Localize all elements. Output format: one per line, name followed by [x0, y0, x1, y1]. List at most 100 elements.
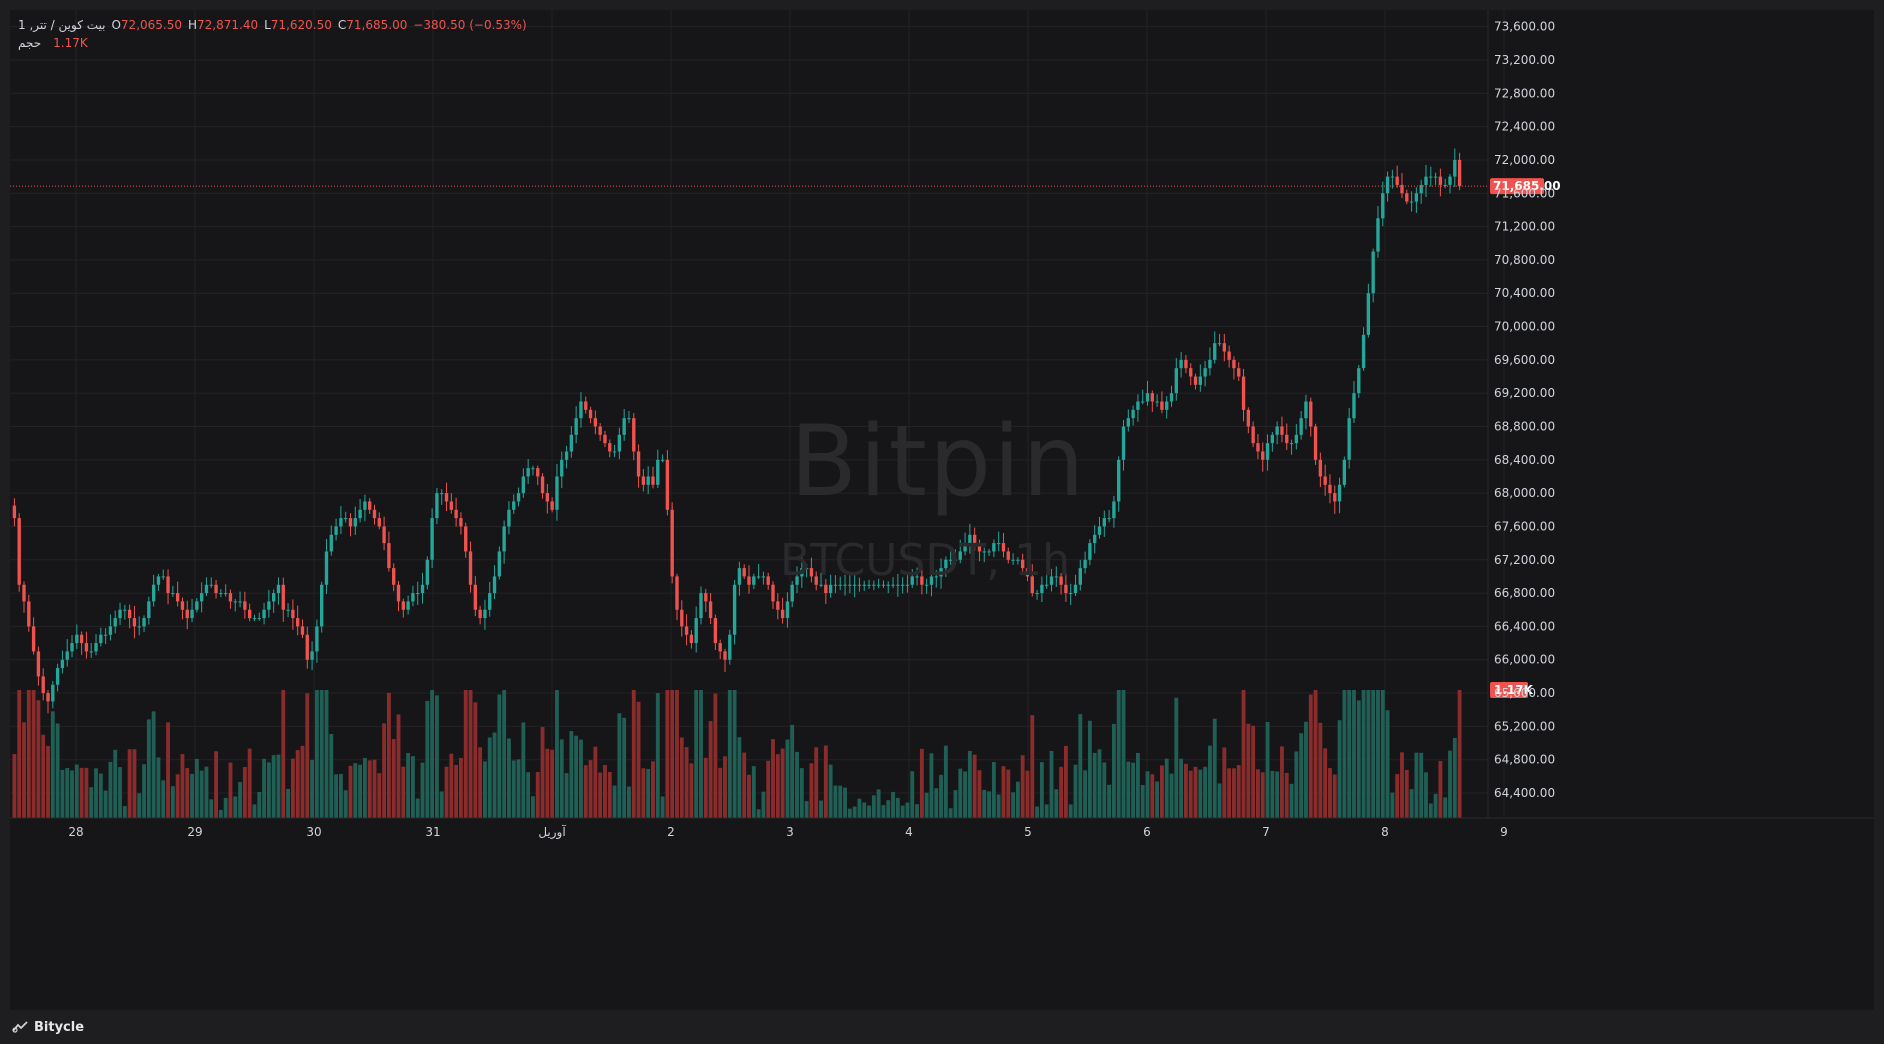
volume-bar — [646, 768, 651, 818]
volume-bar — [142, 764, 146, 818]
close-value: C71,685.00 — [337, 18, 408, 32]
candle-down — [1001, 543, 1006, 552]
candle-up — [900, 584, 905, 586]
footer-brand[interactable]: Bitycle — [12, 1020, 84, 1035]
candle-up — [612, 451, 617, 453]
candle-up — [1429, 176, 1433, 178]
chart-panel[interactable]: 71,685.00 1.17K 64,400.00 64,800.00 65,200.… — [10, 10, 1874, 1010]
volume-bar — [204, 766, 209, 818]
candle-down — [977, 543, 982, 552]
candle-down — [46, 693, 50, 702]
volume-bar — [843, 787, 847, 818]
volume-bar — [612, 785, 617, 818]
candle-up — [1035, 593, 1039, 595]
volume-value: 1.17K — [53, 36, 88, 50]
time-axis[interactable]: 28 29 30 31 آوریل 2 3 4 5 6 7 8 9 — [10, 817, 1874, 840]
volume-bar — [65, 768, 70, 818]
volume-bar — [919, 748, 924, 818]
volume-bar — [1452, 737, 1457, 818]
volume-bar — [1347, 690, 1352, 818]
candle-up — [891, 584, 895, 586]
candle-down — [632, 418, 636, 452]
volume-bar — [406, 753, 411, 818]
volume-bar — [1299, 733, 1304, 818]
candle-up — [838, 584, 842, 586]
volume-bar — [1102, 762, 1107, 818]
volume-bar — [266, 762, 271, 818]
candle-up — [1165, 401, 1169, 410]
candle-down — [175, 593, 180, 602]
candle-down — [718, 643, 722, 652]
volume-bar — [689, 763, 694, 818]
volume-bar — [967, 750, 972, 818]
volume-bar — [886, 800, 891, 818]
candle-up — [569, 434, 574, 452]
candle-up — [1213, 343, 1217, 360]
candle-up — [1112, 501, 1116, 519]
candle-up — [1448, 176, 1452, 185]
candle-up — [915, 576, 919, 578]
candle-up — [344, 518, 348, 520]
candle-down — [1237, 368, 1241, 377]
candle-up — [310, 651, 314, 660]
volume-bar — [1260, 772, 1265, 818]
volume-bar — [1318, 722, 1323, 818]
candle-up — [435, 493, 439, 519]
volume-bar — [487, 737, 492, 818]
candle-up — [828, 584, 833, 594]
volume-bar — [819, 800, 823, 818]
volume-bar — [1025, 770, 1030, 818]
candle-up — [862, 584, 866, 586]
price-axis[interactable]: 64,400.00 64,800.00 65,200.00 65,600.00 66,0… — [1487, 10, 1555, 818]
volume-bar — [579, 739, 583, 818]
volume-bar — [1150, 774, 1155, 818]
candle-up — [1414, 193, 1419, 202]
candle-up — [1083, 559, 1087, 569]
price-tick-label: 73,600.00 — [1494, 20, 1555, 34]
candle-down — [1313, 426, 1318, 460]
candle-up — [1174, 368, 1179, 394]
volume-bar — [439, 791, 444, 818]
volume-bar — [1304, 721, 1308, 818]
candle-down — [920, 576, 924, 585]
candle-down — [1395, 176, 1399, 185]
volume-bar — [401, 766, 406, 818]
candle-down — [228, 593, 233, 602]
candle-up — [329, 534, 333, 552]
volume-bar — [98, 773, 103, 818]
volume-bar — [790, 724, 795, 818]
time-tick-label: 30 — [306, 825, 321, 839]
candle-up — [948, 559, 953, 561]
volume-bar — [761, 791, 766, 818]
candle-up — [75, 634, 79, 644]
volume-bar — [809, 763, 814, 818]
symbol-label[interactable]: بیت کوین / تتر, 1 — [18, 18, 106, 32]
volume-bar — [905, 802, 910, 818]
candle-up — [1093, 534, 1097, 544]
candle-up — [924, 584, 929, 586]
candle-up — [497, 551, 502, 577]
candle-up — [94, 643, 98, 652]
candle-up — [238, 601, 242, 603]
candle-down — [1160, 401, 1164, 410]
volume-bar — [838, 785, 843, 818]
volume-bar — [1111, 723, 1116, 818]
volume-bar — [1155, 781, 1160, 818]
volume-bar — [545, 748, 550, 818]
volume-bar — [161, 780, 166, 818]
footer-brand-label: Bitycle — [34, 1019, 85, 1035]
candle-down — [84, 643, 89, 652]
candle-up — [1361, 334, 1366, 369]
volume-bar — [271, 755, 276, 818]
candle-up — [958, 551, 962, 560]
candle-up — [334, 526, 338, 535]
candle-up — [420, 584, 425, 594]
candle-down — [766, 576, 770, 585]
price-chart[interactable]: 71,685.00 1.17K 64,400.00 64,800.00 65,200.… — [10, 10, 1874, 1010]
candle-down — [1006, 551, 1010, 560]
candle-up — [252, 618, 257, 620]
price-tick-label: 68,000.00 — [1494, 486, 1555, 500]
candle-up — [171, 593, 175, 595]
volume-bar — [1448, 750, 1452, 818]
candle-down — [382, 526, 386, 544]
